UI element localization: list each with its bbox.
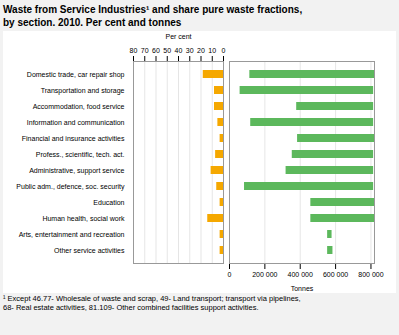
svg-text:600 000: 600 000 [323,271,348,278]
svg-text:Accommodation, food service: Accommodation, food service [33,103,125,110]
svg-text:Arts, entertainment and recrea: Arts, entertainment and recreation [19,231,125,238]
svg-text:Information and communication: Information and communication [27,119,125,126]
svg-text:70: 70 [141,47,149,54]
html-text:Waste from Service Industries¹: Waste from Service Industries¹ and share… [3,4,303,28]
svg-text:30: 30 [186,47,194,54]
svg-text:Domestic trade, car repair sho: Domestic trade, car repair shop [27,71,125,79]
svg-text:Transportation and storage: Transportation and storage [41,87,125,95]
svg-text:50: 50 [163,47,171,54]
svg-text:Profess., scientific, tech. ac: Profess., scientific, tech. act. [36,151,125,158]
svg-text:40: 40 [175,47,183,54]
svg-text:200 000: 200 000 [252,271,277,278]
svg-text:Administrative, support servic: Administrative, support service [29,167,124,175]
svg-text:0: 0 [222,47,226,54]
svg-text:10: 10 [208,47,216,54]
svg-text:20: 20 [197,47,205,54]
svg-text:Public adm., defence, soc. sec: Public adm., defence, soc. security [16,183,125,191]
svg-text:Other service activities: Other service activities [54,247,125,254]
html-text:¹ Except 46.77- Wholesale of w: ¹ Except 46.77- Wholesale of waste and s… [3,294,301,313]
svg-text:400 000: 400 000 [288,271,313,278]
svg-text:80: 80 [130,47,138,54]
svg-text:0: 0 [228,271,232,278]
svg-text:Financial and insurance activi: Financial and insurance activities [22,135,125,142]
svg-text:Tonnes: Tonnes [291,285,314,292]
svg-text:Education: Education [93,199,124,206]
svg-text:Human health, social work: Human health, social work [42,215,125,222]
svg-text:Per cent: Per cent [165,33,191,40]
svg-text:800 000: 800 000 [358,271,383,278]
svg-text:60: 60 [152,47,160,54]
